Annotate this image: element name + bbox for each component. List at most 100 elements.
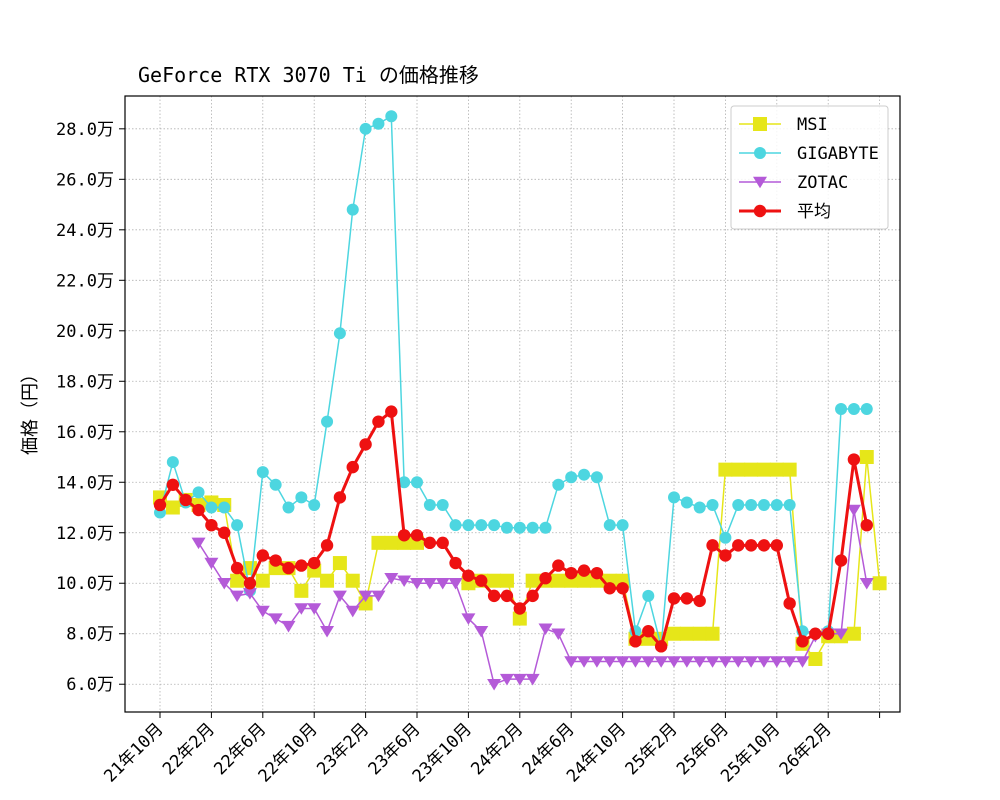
data-point-average: [256, 549, 269, 562]
data-point-zotac: [795, 656, 810, 668]
data-point-msi: [667, 626, 681, 641]
data-point-average: [423, 536, 437, 550]
data-point-zotac: [538, 623, 553, 635]
data-point-average: [295, 559, 308, 572]
data-point-average: [218, 526, 231, 539]
data-point-gigabyte: [282, 501, 295, 514]
data-point-msi: [165, 500, 180, 515]
legend-marker-msi: [753, 117, 767, 131]
data-point-zotac: [512, 673, 527, 686]
data-point-gigabyte: [359, 122, 372, 135]
data-point-msi: [499, 573, 514, 588]
data-point-gigabyte: [166, 456, 179, 469]
data-point-zotac: [397, 575, 412, 588]
data-point-gigabyte: [680, 496, 693, 509]
data-point-zotac: [859, 577, 874, 590]
data-point-gigabyte: [693, 501, 706, 514]
data-point-msi: [744, 462, 759, 477]
data-point-gigabyte: [578, 468, 591, 481]
data-point-average: [282, 561, 295, 575]
data-point-average: [577, 564, 591, 577]
data-point-zotac: [320, 625, 335, 638]
x-tick-label: 21年10月: [100, 719, 167, 786]
data-point-msi: [512, 611, 527, 626]
data-point-average: [667, 592, 681, 605]
data-point-gigabyte: [462, 519, 475, 532]
x-tick-label: 23年2月: [313, 719, 373, 779]
data-point-zotac: [782, 656, 797, 668]
data-point-zotac: [448, 577, 463, 590]
data-point-gigabyte: [372, 117, 385, 130]
data-point-average: [796, 635, 809, 648]
data-point-zotac: [332, 590, 347, 603]
legend-label-average: 平均: [797, 202, 831, 222]
data-point-zotac: [564, 656, 579, 668]
data-point-zotac: [577, 656, 592, 668]
data-point-zotac: [487, 678, 502, 691]
y-tick-label: 20.0万: [56, 322, 114, 342]
data-point-average: [770, 539, 783, 552]
data-point-msi: [332, 556, 347, 571]
data-point-zotac: [191, 537, 206, 550]
data-point-average: [359, 438, 372, 451]
data-point-gigabyte: [333, 327, 346, 340]
data-point-gigabyte: [488, 519, 501, 532]
data-point-gigabyte: [616, 519, 629, 532]
data-point-average: [744, 539, 758, 552]
data-point-gigabyte: [860, 403, 873, 416]
data-point-average: [269, 554, 282, 567]
data-point-msi: [551, 573, 566, 588]
data-point-msi: [692, 626, 707, 641]
data-point-msi: [525, 573, 540, 588]
data-point-average: [706, 539, 719, 552]
data-point-gigabyte: [500, 521, 513, 534]
data-point-zotac: [769, 656, 784, 668]
series-gigabyte: [154, 110, 873, 653]
data-point-zotac: [474, 625, 489, 638]
legend-label-zotac: ZOTAC: [797, 173, 848, 193]
data-point-average: [333, 491, 347, 504]
data-point-gigabyte: [757, 498, 770, 511]
legend-box: [730, 105, 889, 230]
data-point-average: [680, 592, 694, 605]
data-point-msi: [859, 450, 874, 465]
data-point-zotac: [846, 504, 861, 517]
data-point-zotac: [551, 628, 566, 641]
data-point-msi: [846, 626, 861, 641]
data-point-gigabyte: [269, 478, 282, 491]
data-point-gigabyte: [321, 415, 334, 428]
data-point-msi: [294, 583, 309, 598]
data-point-average: [192, 503, 205, 517]
data-point-msi: [679, 626, 694, 641]
data-point-zotac: [410, 577, 424, 590]
data-point-average: [783, 597, 796, 610]
data-point-average: [693, 594, 706, 608]
data-point-average: [487, 589, 501, 603]
data-point-average: [205, 518, 218, 532]
x-tick-label: 22年2月: [159, 719, 219, 779]
data-point-msi: [872, 576, 887, 591]
data-point-zotac: [294, 603, 309, 615]
x-tick-label: 26年2月: [776, 719, 836, 779]
data-point-msi: [705, 626, 720, 641]
data-point-zotac: [345, 605, 360, 618]
data-point-zotac: [615, 656, 630, 668]
data-point-gigabyte: [847, 403, 860, 416]
data-point-gigabyte: [603, 519, 616, 532]
data-point-msi: [769, 462, 784, 477]
data-point-zotac: [705, 656, 720, 668]
data-point-zotac: [718, 656, 733, 668]
data-point-msi: [756, 462, 771, 477]
data-point-gigabyte: [346, 203, 359, 216]
data-point-gigabyte: [398, 476, 411, 489]
data-point-gigabyte: [732, 498, 745, 511]
data-point-zotac: [589, 656, 604, 668]
data-point-gigabyte: [835, 403, 848, 416]
data-point-zotac: [692, 656, 707, 668]
data-point-zotac: [435, 577, 450, 590]
data-point-average: [308, 556, 321, 570]
data-point-zotac: [731, 656, 746, 668]
y-tick-label: 28.0万: [56, 120, 114, 140]
data-point-zotac: [679, 656, 694, 668]
data-point-zotac: [268, 613, 283, 625]
